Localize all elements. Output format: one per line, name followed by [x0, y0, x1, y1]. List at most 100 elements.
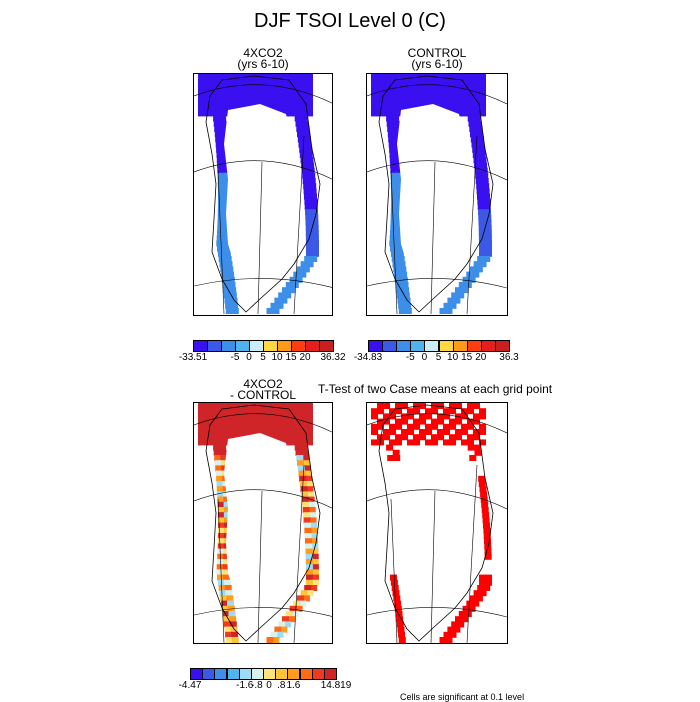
grid-cell: [388, 136, 396, 143]
grid-cell: [473, 84, 480, 91]
grid-cell: [407, 408, 414, 415]
grid-cell: [479, 79, 486, 86]
grid-cell: [204, 94, 211, 101]
grid-cell: [485, 240, 492, 247]
grid-cell: [222, 89, 229, 96]
grid-cell: [258, 79, 265, 86]
grid-cell: [390, 574, 397, 581]
panel-title-diff-line1: 4XCO2: [243, 377, 283, 391]
grid-cell: [288, 434, 295, 441]
grid-cell: [228, 408, 235, 415]
grid-cell: [223, 496, 231, 503]
grid-cell: [276, 631, 284, 638]
grid-cell: [270, 105, 277, 112]
grid-cell: [217, 533, 225, 539]
grid-cell: [431, 94, 438, 101]
grid-cell: [386, 444, 394, 451]
colorbar-label: 20: [475, 352, 487, 363]
grid-cell: [303, 465, 311, 472]
grid-cell: [282, 429, 289, 435]
grid-cell: [479, 423, 486, 430]
grid-cell: [309, 512, 317, 519]
grid-cell: [220, 126, 228, 132]
grid-cell: [198, 84, 205, 91]
colorbar-swatch: [263, 340, 278, 352]
grid-cell: [396, 224, 404, 231]
grid-cell: [210, 439, 217, 446]
grid-cell: [228, 418, 235, 425]
grid-cell: [221, 600, 229, 607]
grid-cell: [469, 595, 477, 602]
colorbar-swatch: [214, 668, 228, 680]
grid-cell: [451, 621, 459, 628]
grid-cell: [219, 261, 227, 268]
grid-cell: [204, 84, 211, 91]
graticule-line: [367, 278, 507, 289]
grid-cell: [305, 219, 313, 226]
grid-cell: [377, 94, 384, 101]
grid-cell: [425, 413, 432, 420]
graticule-line: [430, 161, 436, 315]
grid-cell: [395, 89, 402, 96]
grid-cell: [282, 110, 289, 117]
grid-cell: [219, 449, 227, 456]
grid-cell: [473, 105, 480, 112]
grid-cell: [302, 501, 310, 508]
grid-cell: [222, 100, 229, 106]
grid-cell: [217, 507, 225, 513]
grid-cell: [425, 408, 432, 415]
grid-cell: [304, 585, 312, 591]
grid-cell: [475, 172, 483, 179]
grid-cell: [220, 455, 228, 461]
grid-cell: [371, 408, 378, 415]
grid-cell: [304, 527, 312, 534]
grid-cell: [443, 423, 450, 430]
grid-cell: [288, 100, 295, 106]
grid-cell: [398, 261, 406, 268]
grid-cell: [240, 94, 247, 101]
grid-cell: [299, 475, 307, 482]
grid-cell: [223, 512, 231, 519]
grid-cell: [419, 418, 426, 425]
graticule-line: [217, 498, 225, 643]
grid-cell: [216, 423, 223, 430]
grid-cell: [204, 413, 211, 420]
grid-cell: [223, 183, 231, 190]
grid-cell: [479, 245, 486, 252]
colorbar-label: 15: [461, 352, 473, 363]
grid-cell: [198, 94, 205, 101]
grid-cell: [390, 172, 398, 179]
grid-cell: [288, 418, 295, 425]
grid-cell: [396, 245, 403, 252]
grid-cell: [389, 235, 397, 242]
grid-cell: [306, 423, 313, 430]
grid-cell: [310, 585, 318, 591]
grid-cell: [223, 501, 231, 508]
grid-cell: [312, 240, 319, 247]
grid-cell: [223, 507, 231, 513]
grid-cell: [300, 403, 307, 409]
grid-cell: [299, 146, 307, 153]
grid-cell: [210, 434, 217, 441]
grid-cell: [383, 403, 390, 409]
grid-cell: [306, 84, 313, 91]
grid-cell: [413, 418, 420, 425]
grid-cell: [469, 455, 477, 461]
grid-cell: [482, 183, 490, 190]
colorbar-label: 10: [447, 352, 459, 363]
grid-cell: [484, 548, 492, 555]
grid-cell: [306, 245, 313, 252]
grid-cell: [295, 276, 303, 283]
grid-cell: [294, 115, 302, 122]
grid-cell: [219, 444, 227, 451]
grid-cell: [221, 605, 229, 612]
grid-cell: [300, 74, 307, 80]
grid-cell: [470, 131, 477, 138]
grid-cell: [404, 302, 412, 309]
grid-cell: [377, 79, 384, 86]
grid-cell: [270, 413, 277, 420]
grid-cell: [457, 292, 465, 299]
grid-cell: [479, 240, 486, 247]
grid-cell: [467, 79, 474, 86]
grid-cell: [284, 621, 292, 628]
